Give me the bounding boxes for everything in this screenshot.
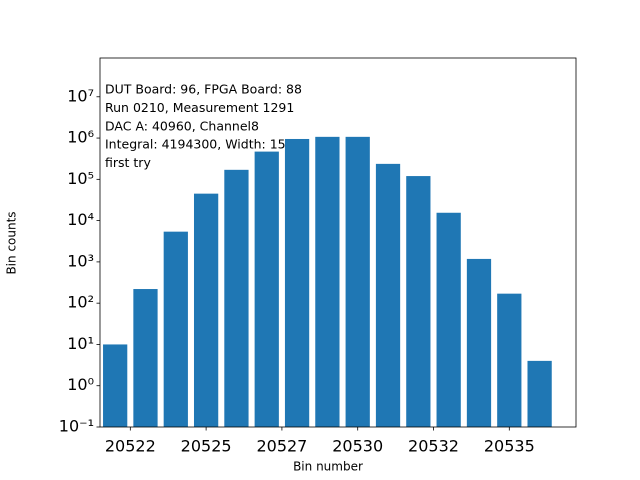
x-axis-label: Bin number xyxy=(293,460,363,474)
x-tick-label: 20527 xyxy=(256,437,307,456)
annotation: DUT Board: 96, FPGA Board: 88 xyxy=(105,82,302,97)
annotation: Run 0210, Measurement 1291 xyxy=(105,100,294,115)
x-tick-label: 20525 xyxy=(181,437,232,456)
y-tick-label: 10⁵ xyxy=(67,169,94,188)
bar xyxy=(163,231,188,427)
y-tick-label: 10⁷ xyxy=(67,86,94,105)
bar xyxy=(436,212,461,427)
bar xyxy=(315,136,340,427)
bar xyxy=(497,293,522,427)
annotation: DAC A: 40960, Channel8 xyxy=(105,118,259,133)
bar xyxy=(133,289,158,427)
bar xyxy=(193,193,219,427)
y-axis-label: Bin counts xyxy=(5,211,19,274)
y-tick-label: 10⁴ xyxy=(67,210,94,229)
bar xyxy=(406,176,431,427)
y-tick-label: 10⁰ xyxy=(67,375,94,394)
y-tick-label: 10¹ xyxy=(67,334,94,353)
bar xyxy=(224,169,249,427)
annotation: first try xyxy=(105,155,151,170)
bar xyxy=(284,138,310,428)
axes-frame xyxy=(99,57,577,428)
bar xyxy=(466,258,492,427)
bar xyxy=(345,136,370,427)
annotation: Integral: 4194300, Width: 15 xyxy=(105,137,286,152)
y-tick-label: 10² xyxy=(67,293,94,312)
x-tick-label: 20535 xyxy=(484,437,535,456)
x-tick-label: 20532 xyxy=(408,437,459,456)
bar xyxy=(375,163,401,427)
y-tick-label: 10⁶ xyxy=(67,128,94,147)
bar xyxy=(103,344,128,427)
bar xyxy=(527,360,552,427)
y-tick-label: 10⁻¹ xyxy=(59,417,94,436)
x-tick-label: 20522 xyxy=(105,437,156,456)
x-tick-label: 20530 xyxy=(332,437,383,456)
y-tick-label: 10³ xyxy=(67,251,94,270)
bar xyxy=(254,151,279,427)
